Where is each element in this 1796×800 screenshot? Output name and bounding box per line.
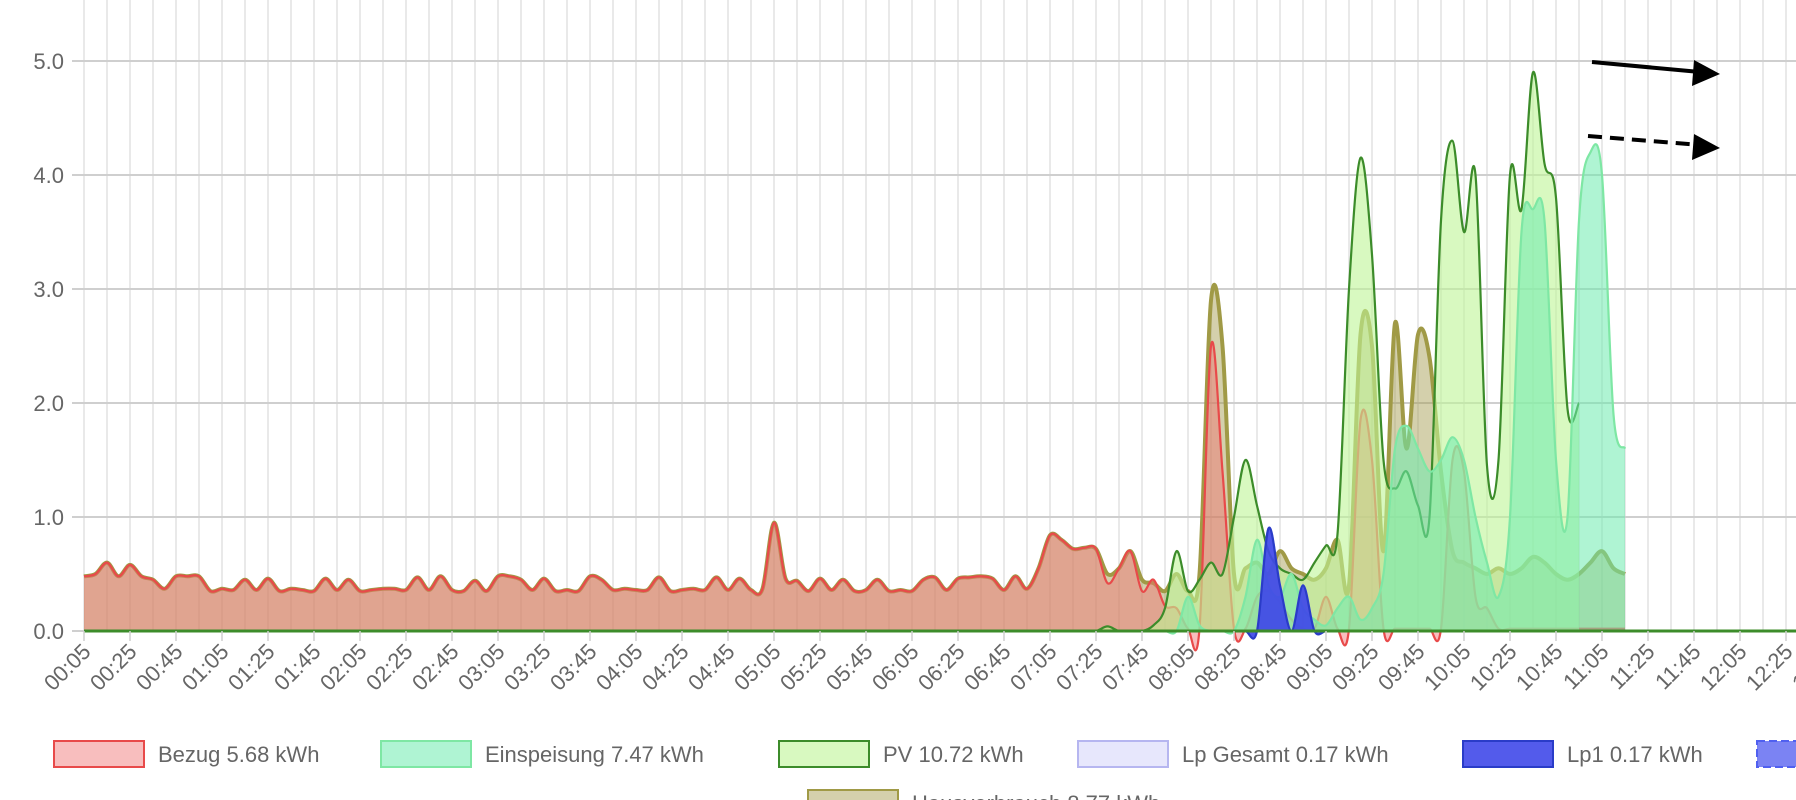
dashed-arrow-line [1587, 134, 1701, 147]
x-axis-ticks: 00:0500:2500:4501:0501:2501:4502:0502:25… [39, 631, 1796, 695]
dashed-arrow-head-icon [1692, 134, 1720, 160]
y-tick-label: 5.0 [33, 49, 64, 74]
annotation-arrows [1587, 60, 1720, 160]
legend-label-pv[interactable]: PV 10.72 kWh [883, 742, 1024, 767]
y-tick-label: 1.0 [33, 505, 64, 530]
legend-label-hausverbrauch[interactable]: Hausverbrauch 8.77 kWh [912, 791, 1160, 800]
x-tick-label: 04:45 [683, 639, 740, 696]
x-tick-label: 02:05 [315, 639, 372, 696]
x-tick-label: 11:05 [1558, 639, 1613, 694]
x-tick-label: 07:45 [1097, 639, 1154, 696]
x-tick-label: 01:25 [223, 639, 280, 696]
x-tick-label: 08:05 [1143, 639, 1200, 696]
x-tick-label: 11:25 [1604, 639, 1659, 694]
x-tick-label: 03:45 [545, 639, 602, 696]
x-tick-label: 07:25 [1051, 639, 1108, 696]
x-tick-label: 10:45 [1511, 639, 1568, 696]
x-tick-label: 03:25 [499, 639, 556, 696]
x-tick-label: 02:25 [361, 639, 418, 696]
legend-label-bezug[interactable]: Bezug 5.68 kWh [158, 742, 319, 767]
legend-swatch-cutoff[interactable] [1756, 740, 1796, 768]
y-axis-ticks: 0.0 1.0 2.0 3.0 4.0 5.0 [33, 49, 64, 644]
legend-swatch-lp1[interactable] [1462, 740, 1554, 768]
legend-swatch-einspeisung[interactable] [380, 740, 472, 768]
x-tick-label: 00:05 [39, 639, 96, 696]
x-tick-label: 01:45 [269, 639, 326, 696]
x-tick-label: 05:05 [729, 639, 786, 696]
x-tick-label: 06:25 [913, 639, 970, 696]
x-tick-label: 06:05 [867, 639, 924, 696]
x-tick-label: 09:45 [1373, 639, 1430, 696]
legend-swatch-lp[interactable] [1077, 740, 1169, 768]
legend-swatch-pv[interactable] [778, 740, 870, 768]
x-tick-label: 11:45 [1650, 639, 1705, 694]
solid-arrow-head-icon [1692, 60, 1720, 86]
x-tick-label: 00:25 [85, 639, 142, 696]
legend: Bezug 5.68 kWh Einspeisung 7.47 kWh PV 10.… [53, 740, 1796, 800]
x-tick-label: 04:05 [591, 639, 648, 696]
x-tick-label: 05:45 [821, 639, 878, 696]
legend-label-lp[interactable]: Lp Gesamt 0.17 kWh [1182, 742, 1389, 767]
x-tick-label: 10:05 [1419, 639, 1476, 696]
series-layer [83, 71, 1796, 652]
x-tick-label: 10:25 [1465, 639, 1522, 696]
x-tick-label: 07:05 [1005, 639, 1062, 696]
legend-label-einspeisung[interactable]: Einspeisung 7.47 kWh [485, 742, 704, 767]
y-tick-label: 0.0 [33, 619, 64, 644]
x-tick-label: 03:05 [453, 639, 510, 696]
legend-swatch-hausverbrauch[interactable] [807, 789, 899, 800]
x-tick-label: 09:05 [1281, 639, 1338, 696]
y-tick-label: 2.0 [33, 391, 64, 416]
x-tick-label: 12:05 [1695, 639, 1752, 696]
legend-swatch-bezug[interactable] [53, 740, 145, 768]
x-tick-label: 01:05 [177, 639, 234, 696]
x-tick-label: 06:45 [959, 639, 1016, 696]
x-tick-label: 12:25 [1741, 639, 1796, 696]
x-tick-label: 08:45 [1235, 639, 1292, 696]
solid-arrow-line [1591, 60, 1701, 74]
vertical-grid [83, 0, 1787, 631]
y-tick-label: 4.0 [33, 163, 64, 188]
x-tick-label: 05:25 [775, 639, 832, 696]
legend-label-lp1[interactable]: Lp1 0.17 kWh [1567, 742, 1703, 767]
y-tick-label: 3.0 [33, 277, 64, 302]
x-tick-label: 02:45 [407, 639, 464, 696]
series-area-einspeisung [84, 144, 1625, 634]
x-tick-label: 00:45 [131, 639, 188, 696]
series-area-pv [84, 71, 1579, 632]
x-tick-label: 04:25 [637, 639, 694, 696]
x-tick-label: 09:25 [1327, 639, 1384, 696]
